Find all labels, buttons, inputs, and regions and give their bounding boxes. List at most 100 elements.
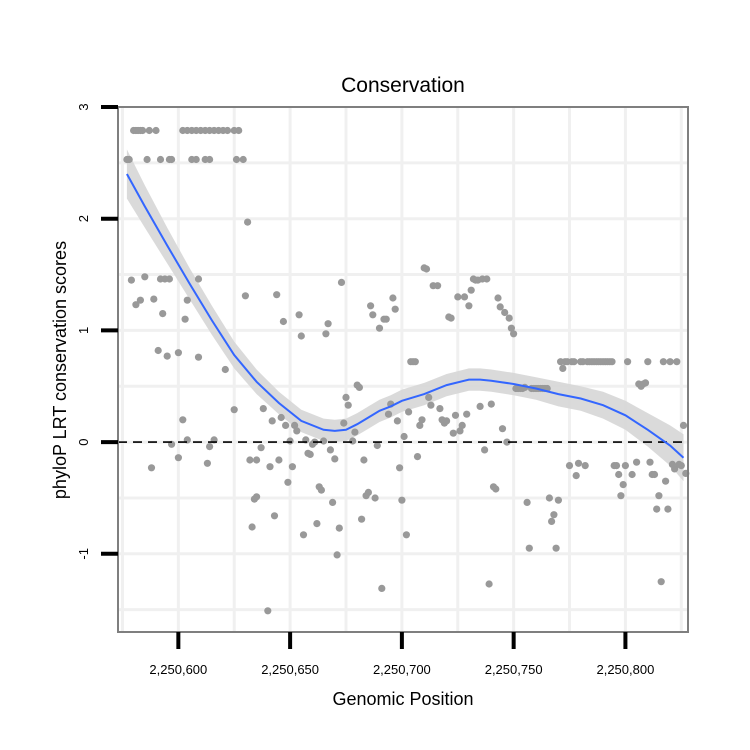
data-point xyxy=(494,294,502,302)
data-point xyxy=(244,218,252,226)
data-point xyxy=(554,496,563,504)
data-point xyxy=(223,126,232,135)
data-point xyxy=(550,511,558,519)
data-point xyxy=(203,459,211,467)
data-point xyxy=(150,295,158,303)
data-point xyxy=(653,505,661,513)
data-point xyxy=(132,301,140,309)
data-point xyxy=(369,311,377,319)
data-point xyxy=(492,485,500,493)
data-point xyxy=(335,524,343,532)
data-point xyxy=(548,517,556,526)
data-point xyxy=(253,456,261,464)
y-axis-label: phyloP LRT conservation scores xyxy=(50,241,70,499)
data-point xyxy=(322,330,330,338)
data-point xyxy=(333,551,341,559)
data-point xyxy=(358,515,366,523)
data-point xyxy=(206,443,214,451)
data-point xyxy=(143,155,151,164)
data-point xyxy=(284,478,292,486)
data-point xyxy=(367,302,375,310)
data-point xyxy=(174,454,182,462)
data-point xyxy=(179,416,187,424)
data-point xyxy=(317,486,325,494)
data-point xyxy=(659,358,668,366)
data-point xyxy=(427,401,435,409)
data-point xyxy=(400,432,408,441)
data-point xyxy=(331,455,339,463)
data-point xyxy=(552,544,560,552)
data-point xyxy=(154,346,162,355)
data-point xyxy=(503,438,511,446)
data-point xyxy=(451,411,460,419)
data-point xyxy=(206,155,214,164)
data-point xyxy=(391,305,399,313)
data-point xyxy=(275,456,283,464)
data-point xyxy=(485,580,493,588)
data-point xyxy=(306,450,314,458)
confidence-ribbon xyxy=(126,149,684,482)
data-point xyxy=(291,421,299,429)
data-point xyxy=(337,278,346,286)
data-point xyxy=(393,417,401,425)
x-tick-label: 2,250,600 xyxy=(149,662,207,677)
data-point xyxy=(364,488,372,496)
data-point xyxy=(277,413,285,422)
data-point xyxy=(481,446,489,454)
data-point xyxy=(159,310,167,318)
x-axis-label: Genomic Position xyxy=(332,689,473,709)
data-point xyxy=(326,446,334,454)
data-point xyxy=(192,155,200,164)
data-point xyxy=(619,481,627,489)
data-point xyxy=(349,437,357,445)
data-point xyxy=(145,126,153,135)
data-point xyxy=(168,155,176,164)
data-point xyxy=(460,293,469,301)
data-point xyxy=(355,383,363,391)
y-tick-label: 1 xyxy=(76,327,91,334)
data-point xyxy=(232,155,241,164)
data-point xyxy=(293,427,301,435)
data-point xyxy=(194,275,203,283)
data-point xyxy=(246,456,254,464)
data-point xyxy=(320,437,328,445)
y-tick-label: 3 xyxy=(76,103,91,110)
data-point xyxy=(351,428,359,436)
data-point xyxy=(239,155,247,164)
data-point xyxy=(127,276,135,284)
data-point xyxy=(139,126,147,135)
data-point xyxy=(664,505,672,513)
data-point xyxy=(342,393,350,401)
data-point xyxy=(565,462,574,470)
data-point xyxy=(458,421,466,429)
y-axis: -1 0 1 2 3 xyxy=(76,103,118,560)
data-point xyxy=(628,470,636,479)
data-point xyxy=(163,352,171,360)
data-point xyxy=(384,410,393,418)
data-point xyxy=(666,358,674,366)
data-point xyxy=(273,291,281,299)
data-point xyxy=(449,429,457,437)
y-tick-label: 2 xyxy=(76,215,91,222)
data-point xyxy=(673,358,681,366)
data-point xyxy=(641,379,650,387)
data-point xyxy=(235,126,243,135)
data-point xyxy=(266,463,274,471)
data-point xyxy=(650,470,659,479)
data-point xyxy=(463,410,471,418)
data-point xyxy=(313,520,321,528)
data-point xyxy=(194,353,203,361)
data-point xyxy=(221,365,229,374)
data-point xyxy=(125,155,133,164)
data-point xyxy=(230,406,238,414)
data-point xyxy=(662,477,670,485)
data-point xyxy=(525,544,533,552)
data-point xyxy=(418,416,426,424)
data-point xyxy=(382,315,390,323)
data-point xyxy=(581,462,589,470)
data-point xyxy=(612,462,621,470)
data-point xyxy=(288,463,296,471)
data-point xyxy=(498,425,507,433)
data-point xyxy=(264,607,272,615)
x-tick-label: 2,250,800 xyxy=(596,662,654,677)
